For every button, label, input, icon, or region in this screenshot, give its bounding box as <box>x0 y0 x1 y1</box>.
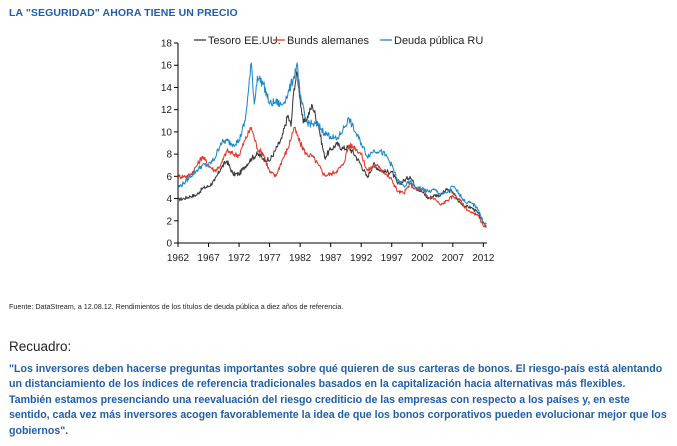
chart-title: LA "SEGURIDAD" AHORA TIENE UN PRECIO <box>9 7 238 19</box>
series-line-2 <box>177 62 487 225</box>
y-tick-label: 2 <box>166 216 172 227</box>
y-tick-label: 0 <box>166 239 172 250</box>
legend-label: Bunds alemanes <box>287 35 369 47</box>
y-tick-label: 16 <box>161 61 173 72</box>
legend-label: Tesoro EE.UU. <box>208 35 281 47</box>
x-tick-label: 2012 <box>472 253 495 264</box>
x-tick-label: 1962 <box>167 253 190 264</box>
x-tick-label: 1997 <box>381 253 404 264</box>
x-tick-label: 1982 <box>289 253 312 264</box>
y-tick-label: 18 <box>161 39 173 50</box>
x-tick-label: 1972 <box>228 253 251 264</box>
x-tick-label: 2002 <box>411 253 434 264</box>
y-tick-label: 6 <box>166 172 172 183</box>
recuadro-label: Recuadro: <box>9 339 72 354</box>
y-tick-label: 12 <box>161 105 173 116</box>
x-tick-label: 1967 <box>197 253 220 264</box>
legend-label: Deuda pública RU <box>394 35 483 47</box>
y-tick-label: 4 <box>166 194 172 205</box>
x-tick-label: 1987 <box>320 253 343 264</box>
x-tick-label: 2007 <box>442 253 465 264</box>
x-tick-label: 1992 <box>350 253 373 264</box>
quote-text: "Los inversores deben hacerse preguntas … <box>9 363 667 437</box>
series-line-0 <box>177 71 487 226</box>
y-tick-label: 14 <box>161 83 173 94</box>
y-tick-label: 8 <box>166 150 172 161</box>
yield-line-chart: 0 2 4 6 8 10 12 14 16 18 1962 1967 1972 1977 1982 1987 1… <box>161 35 495 264</box>
y-tick-label: 10 <box>161 127 173 138</box>
x-tick-label: 1977 <box>258 253 281 264</box>
source-note: Fuente: DataStream, a 12.08.12. Rendimie… <box>9 302 344 311</box>
series-line-1 <box>177 126 487 228</box>
